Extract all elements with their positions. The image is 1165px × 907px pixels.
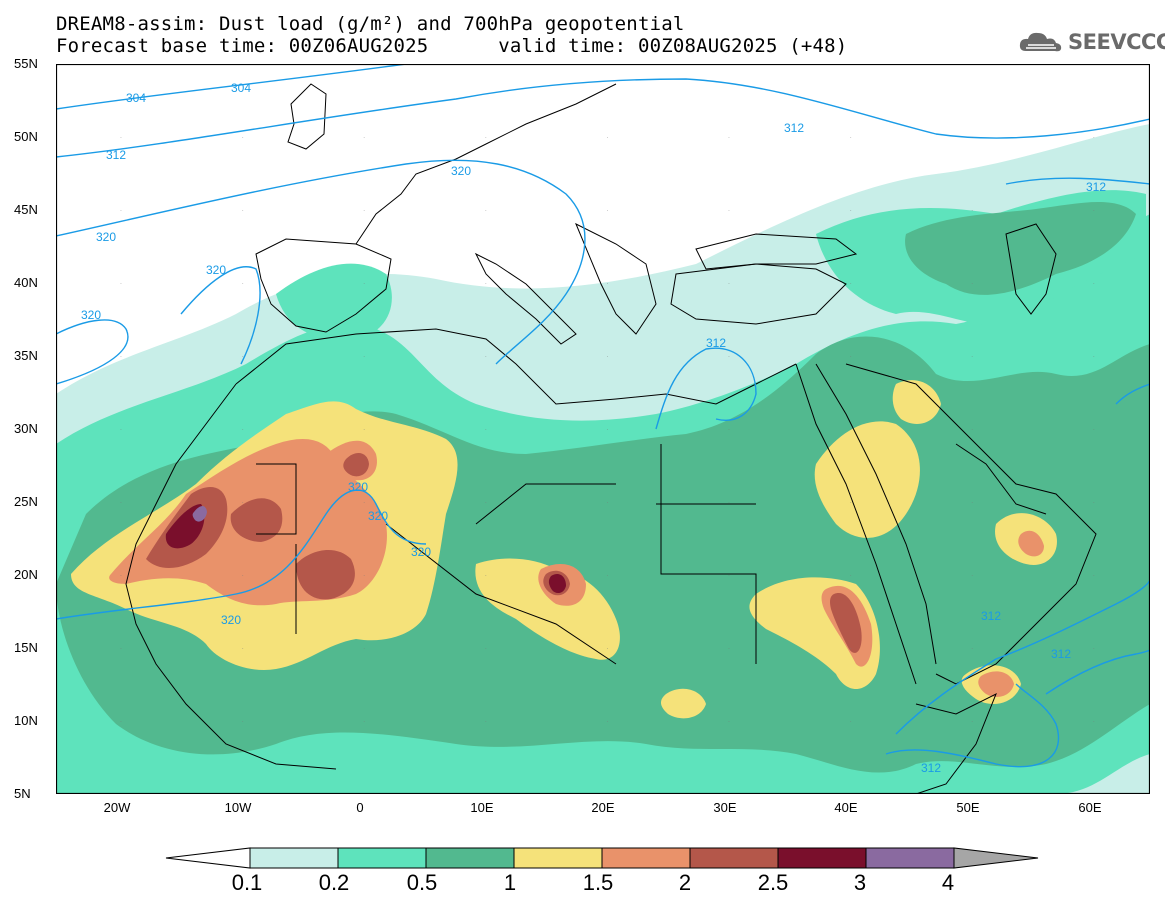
logo-text: SEEVCCC: [1068, 30, 1165, 54]
colorbar-segment: [865, 847, 955, 869]
contour-labels: 304 304 312 312 312 312 312 312 312 320 …: [81, 81, 1106, 775]
lat-label: 15N: [14, 640, 38, 655]
colorbar-label: 0.2: [318, 870, 350, 895]
colorbar-label: 2.5: [757, 870, 789, 895]
colorbar-label: 0.1: [231, 870, 263, 895]
colorbar-segment: [777, 847, 867, 869]
colorbar-label: 3: [853, 870, 867, 895]
seevccc-logo: SEEVCCC: [1018, 28, 1165, 56]
contour-label: 312: [921, 761, 941, 775]
colorbar-segment: [425, 847, 515, 869]
colorbar: [165, 847, 1039, 869]
contour-label: 312: [1051, 647, 1071, 661]
contour-label: 320: [451, 164, 471, 178]
lon-label: 50E: [956, 800, 980, 815]
lon-label: 40E: [834, 800, 858, 815]
colorbar-label: 1.5: [582, 870, 614, 895]
lat-label: 10N: [14, 713, 38, 728]
dust-map: 304 304 312 312 312 312 312 312 312 320 …: [56, 64, 1150, 794]
lon-label: 60E: [1078, 800, 1102, 815]
contour-label: 312: [981, 609, 1001, 623]
contour-label: 320: [206, 263, 226, 277]
contour-label: 312: [784, 121, 804, 135]
colorbar-segment: [513, 847, 603, 869]
contour-label: 304: [126, 91, 146, 105]
colorbar-label: 2: [678, 870, 692, 895]
contour-label: 320: [221, 613, 241, 627]
contour-label: 320: [81, 308, 101, 322]
lat-label: 20N: [14, 567, 38, 582]
lon-label: 20E: [591, 800, 615, 815]
contour-label: 320: [368, 509, 388, 523]
colorbar-segment: [249, 847, 339, 869]
lon-label: 0: [356, 800, 364, 815]
lat-label: 55N: [14, 56, 38, 71]
lon-label: 10E: [470, 800, 494, 815]
colorbar-over-arrow: [953, 847, 1039, 869]
colorbar-segment: [601, 847, 691, 869]
cloud-icon: [1019, 32, 1062, 52]
lat-label: 5N: [14, 786, 31, 801]
contour-label: 312: [106, 148, 126, 162]
lat-label: 35N: [14, 348, 38, 363]
colorbar-label: 1: [503, 870, 517, 895]
contour-label: 312: [1086, 180, 1106, 194]
lat-label: 45N: [14, 202, 38, 217]
contour-label: 320: [96, 230, 116, 244]
lon-label: 30E: [713, 800, 737, 815]
lat-label: 40N: [14, 275, 38, 290]
colorbar-label: 0.5: [406, 870, 438, 895]
colorbar-under-arrow: [165, 847, 251, 869]
lat-label: 50N: [14, 129, 38, 144]
colorbar-segment: [337, 847, 427, 869]
colorbar-label: 4: [941, 870, 955, 895]
lon-label: 10W: [224, 800, 252, 815]
contour-label: 320: [411, 545, 431, 559]
contour-label: 320: [348, 480, 368, 494]
forecast-times: Forecast base time: 00Z06AUG2025 valid t…: [56, 35, 848, 57]
lat-label: 25N: [14, 494, 38, 509]
contour-label: 304: [231, 81, 251, 95]
contour-label: 312: [706, 336, 726, 350]
lon-label: 20W: [103, 800, 131, 815]
colorbar-segment: [689, 847, 779, 869]
chart-title: DREAM8-assim: Dust load (g/m²) and 700hP…: [56, 13, 685, 35]
lat-label: 30N: [14, 421, 38, 436]
